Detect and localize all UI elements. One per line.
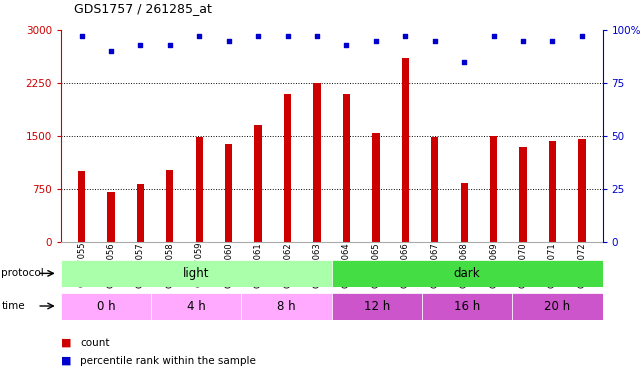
- Bar: [196, 137, 203, 242]
- Point: [165, 42, 175, 48]
- Text: percentile rank within the sample: percentile rank within the sample: [80, 356, 256, 366]
- Bar: [225, 144, 233, 242]
- Point: [224, 38, 234, 44]
- Bar: [332, 260, 603, 287]
- Text: GDS1757 / 261285_at: GDS1757 / 261285_at: [74, 2, 212, 15]
- Text: 8 h: 8 h: [278, 300, 296, 312]
- Bar: [549, 141, 556, 242]
- Bar: [254, 125, 262, 242]
- Point: [459, 59, 469, 65]
- Bar: [460, 183, 468, 242]
- Bar: [372, 133, 379, 242]
- Bar: [242, 292, 332, 320]
- Point: [76, 33, 87, 39]
- Bar: [284, 94, 291, 242]
- Bar: [490, 136, 497, 242]
- Text: count: count: [80, 338, 110, 348]
- Bar: [61, 292, 151, 320]
- Text: ■: ■: [61, 338, 71, 348]
- Bar: [151, 292, 242, 320]
- Bar: [313, 83, 320, 242]
- Point: [400, 33, 410, 39]
- Point: [341, 42, 351, 48]
- Text: 16 h: 16 h: [454, 300, 480, 312]
- Bar: [578, 139, 586, 242]
- Bar: [61, 260, 332, 287]
- Point: [518, 38, 528, 44]
- Text: 0 h: 0 h: [97, 300, 115, 312]
- Bar: [422, 292, 512, 320]
- Bar: [431, 137, 438, 242]
- Bar: [332, 292, 422, 320]
- Text: dark: dark: [454, 267, 481, 280]
- Bar: [166, 170, 174, 242]
- Bar: [512, 292, 603, 320]
- Bar: [343, 94, 350, 242]
- Point: [253, 33, 263, 39]
- Point: [370, 38, 381, 44]
- Text: time: time: [1, 301, 25, 311]
- Bar: [107, 192, 115, 242]
- Bar: [519, 147, 527, 242]
- Point: [194, 33, 204, 39]
- Point: [106, 48, 116, 54]
- Text: 20 h: 20 h: [544, 300, 570, 312]
- Point: [488, 33, 499, 39]
- Text: 4 h: 4 h: [187, 300, 206, 312]
- Bar: [402, 58, 409, 242]
- Text: protocol: protocol: [1, 268, 44, 278]
- Point: [312, 33, 322, 39]
- Bar: [78, 171, 85, 242]
- Point: [135, 42, 146, 48]
- Bar: [137, 184, 144, 242]
- Point: [547, 38, 558, 44]
- Point: [283, 33, 293, 39]
- Point: [577, 33, 587, 39]
- Text: 12 h: 12 h: [363, 300, 390, 312]
- Text: light: light: [183, 267, 210, 280]
- Point: [429, 38, 440, 44]
- Text: ■: ■: [61, 356, 71, 366]
